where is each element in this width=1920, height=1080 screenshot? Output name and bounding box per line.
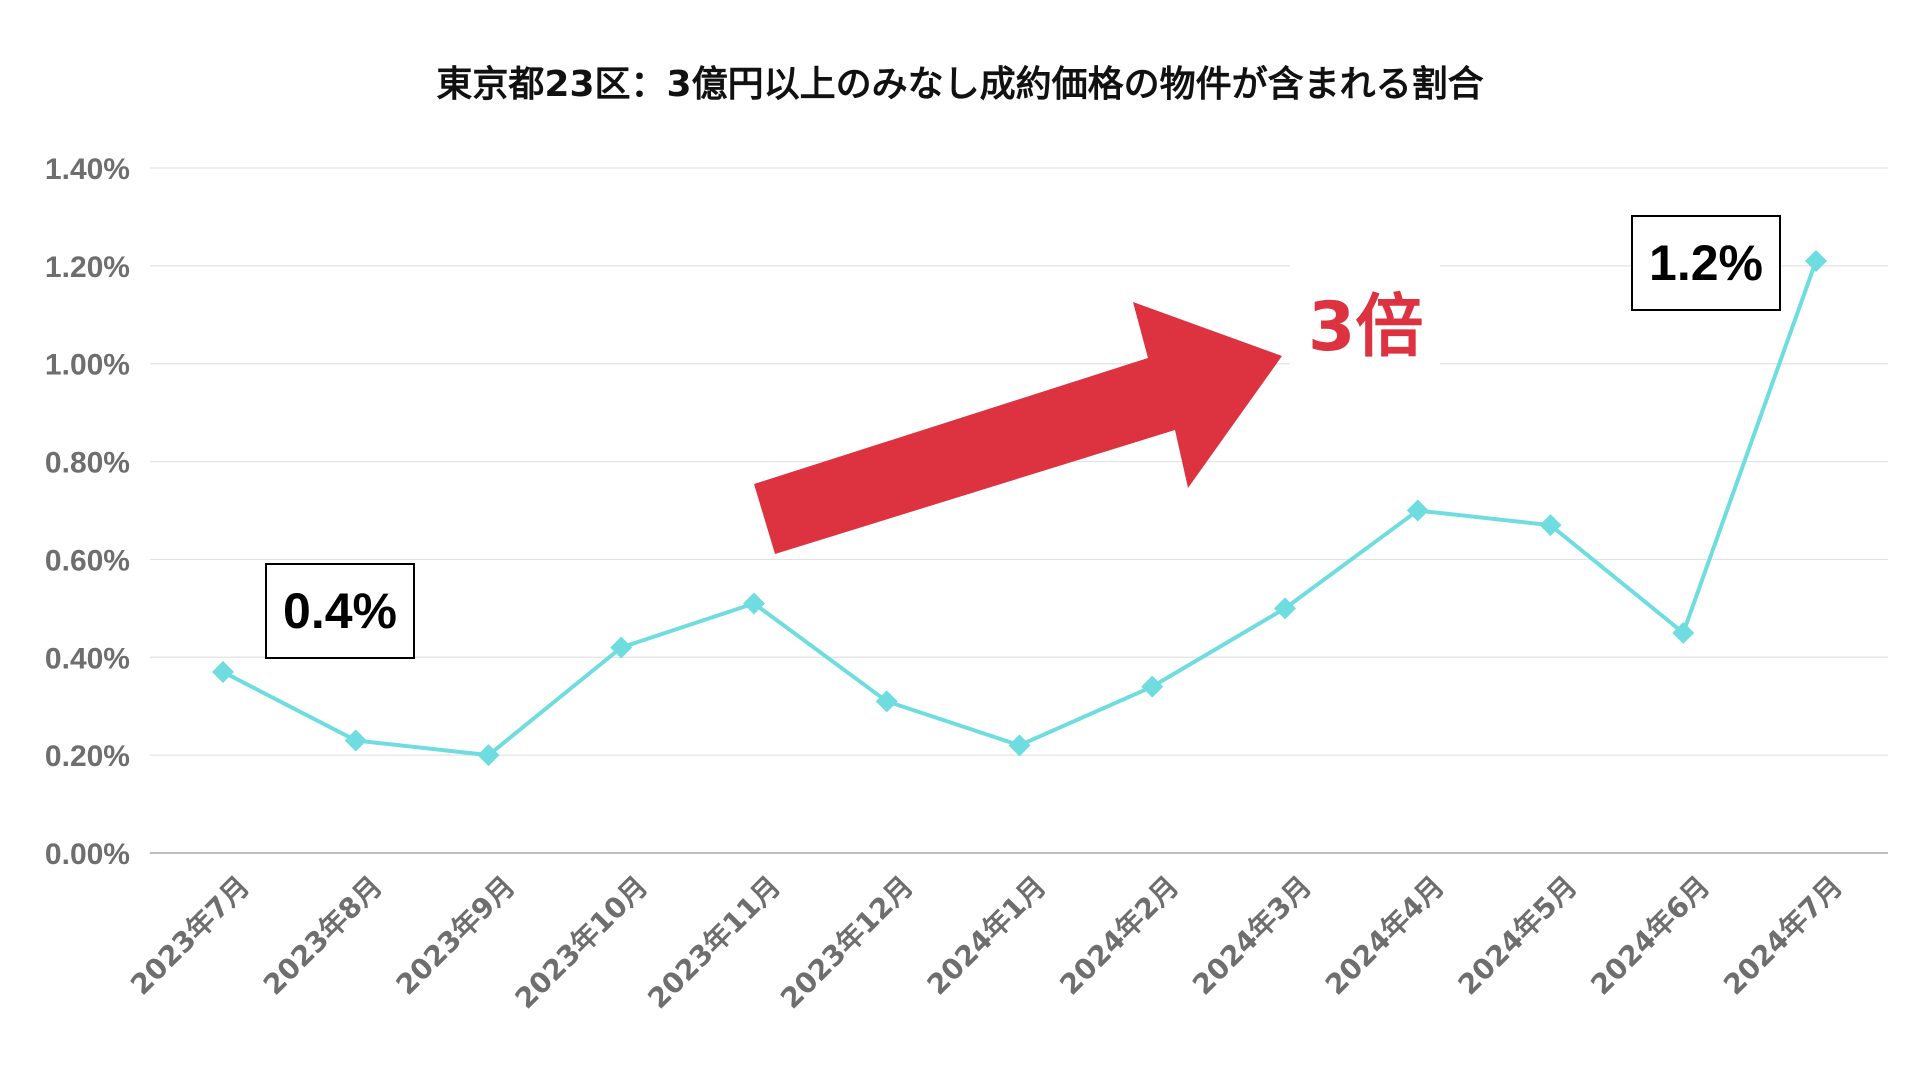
end-value-box	[1631, 215, 1781, 311]
data-point-marker	[743, 592, 765, 615]
series-line	[222, 260, 1818, 758]
x-tick-label: 2024年3月	[1186, 870, 1318, 1002]
x-tick-label: 2024年6月	[1584, 870, 1716, 1002]
trend-arrow	[754, 302, 1282, 554]
series-line-group	[222, 260, 1818, 758]
x-tick-label: 2023年12月	[774, 870, 920, 1016]
data-point-marker	[1672, 621, 1695, 644]
data-point-marker	[1539, 514, 1562, 537]
x-tick-label: 2024年4月	[1319, 870, 1451, 1002]
y-tick-label: 1.20%	[45, 251, 130, 284]
data-point-marker	[1406, 499, 1429, 522]
x-tick-label: 2023年8月	[257, 870, 389, 1002]
start-value-callout: 0.4%	[265, 563, 415, 659]
x-tick-label: 2024年5月	[1452, 870, 1584, 1002]
x-axis-tick-labels: 2023年7月 2023年8月 2023年9月2023年10月2023年11月202…	[124, 870, 1849, 1016]
x-tick-label: 2024年1月	[921, 870, 1053, 1002]
data-point-marker	[610, 636, 633, 659]
start-value-box	[265, 563, 415, 659]
data-point-marker	[875, 690, 898, 713]
x-tick-label: 2023年9月	[390, 870, 522, 1002]
data-point-marker	[212, 660, 234, 683]
end-value-label: 1.2%	[1649, 235, 1763, 291]
end-value-callout: 1.2%	[1631, 215, 1781, 311]
y-axis-tick-labels: 0.00% 0.20% 0.40% 0.60% 0.80% 1.00% 1.20% 1.40%	[45, 153, 130, 871]
y-tick-label: 0.80%	[45, 447, 130, 480]
data-point-marker	[1274, 597, 1296, 620]
chart-title: 東京都23区：3億円以上のみなし成約価格の物件が含まれる割合	[436, 63, 1483, 105]
start-value-label: 0.4%	[283, 583, 397, 639]
x-tick-label: 2023年10月	[509, 870, 655, 1016]
data-point-marker	[344, 729, 367, 752]
y-tick-label: 0.20%	[45, 740, 130, 773]
y-tick-label: 0.00%	[45, 838, 130, 871]
data-point-marker	[1008, 734, 1031, 757]
data-point-marker	[1805, 249, 1827, 272]
data-point-markers	[212, 249, 1827, 767]
x-tick-label: 2023年11月	[641, 870, 787, 1016]
x-tick-label: 2024年7月	[1717, 870, 1849, 1002]
y-tick-label: 0.40%	[45, 642, 130, 675]
multiplier-background	[1290, 262, 1440, 377]
multiplier-label: 3倍	[1308, 288, 1423, 367]
data-point-marker	[477, 744, 500, 767]
y-tick-label: 1.40%	[45, 153, 130, 186]
y-tick-label: 1.00%	[45, 349, 130, 382]
x-tick-label: 2024年2月	[1053, 870, 1185, 1002]
y-tick-label: 0.60%	[45, 544, 130, 577]
x-tick-label: 2023年7月	[124, 870, 256, 1002]
data-point-marker	[1141, 675, 1164, 698]
